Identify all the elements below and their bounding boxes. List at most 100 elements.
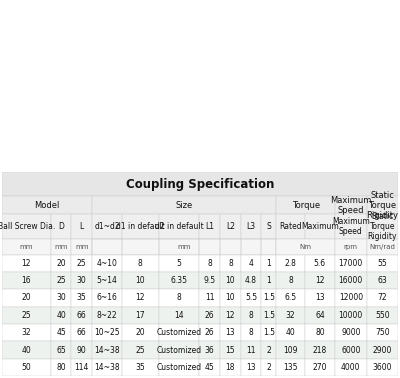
Text: Size: Size [176,201,193,210]
Text: Maximum
Speed: Maximum Speed [332,217,370,236]
Bar [220,214,241,239]
Bar [335,359,366,376]
Text: Static
Torque
Rigidity: Static Torque Rigidity [366,191,398,220]
Bar [241,359,261,376]
Bar [159,239,200,254]
Text: 25: 25 [77,259,86,268]
Text: 14~38: 14~38 [94,345,120,355]
Bar [241,341,261,359]
Text: mm: mm [54,244,68,249]
Bar [220,272,241,289]
Bar [2,214,51,239]
Text: D: D [58,222,64,231]
Text: 8~22: 8~22 [97,311,117,320]
Bar [92,196,276,214]
Bar [305,272,335,289]
Text: 114: 114 [74,363,89,372]
Bar [200,307,220,324]
Text: 45: 45 [56,328,66,337]
Text: 15: 15 [226,345,235,355]
Bar [366,324,398,341]
Bar [122,289,159,307]
Bar [261,359,276,376]
Bar [335,214,366,239]
Text: 6.5: 6.5 [284,293,297,302]
Bar [122,272,159,289]
Bar [261,289,276,307]
Text: L: L [80,222,84,231]
Text: 1.5: 1.5 [263,293,275,302]
Bar [276,307,305,324]
Bar [335,272,366,289]
Text: 8: 8 [207,259,212,268]
Bar [122,254,159,272]
Bar [2,289,51,307]
Bar [92,239,122,254]
Bar [261,272,276,289]
Text: 1.5: 1.5 [263,328,275,337]
Text: 1: 1 [266,276,271,285]
Bar [122,307,159,324]
Bar [200,272,220,289]
Text: 66: 66 [77,328,87,337]
Text: Customized: Customized [156,328,202,337]
Bar [366,254,398,272]
Text: 6~16: 6~16 [96,293,118,302]
Bar [51,214,72,239]
Text: 25: 25 [22,311,31,320]
Text: 6.35: 6.35 [171,276,188,285]
Bar [220,254,241,272]
Bar [241,307,261,324]
Bar [72,324,92,341]
Bar [366,359,398,376]
Text: Customized: Customized [156,345,202,355]
Bar [72,214,92,239]
Text: 65: 65 [56,345,66,355]
Text: 20: 20 [22,293,31,302]
Text: 80: 80 [315,328,325,337]
Text: 5: 5 [177,259,182,268]
Text: 8: 8 [288,276,293,285]
Text: 10: 10 [226,293,235,302]
Bar [92,289,122,307]
Bar [241,324,261,341]
Text: 2: 2 [266,345,271,355]
Bar [366,214,398,239]
Text: 12: 12 [226,311,235,320]
Bar [200,359,220,376]
Text: 5.5: 5.5 [245,293,257,302]
Text: 1.5: 1.5 [263,311,275,320]
Bar [92,341,122,359]
Text: Coupling Specification: Coupling Specification [126,178,274,191]
Bar [72,359,92,376]
Text: 4~10: 4~10 [96,259,118,268]
Text: 9000: 9000 [341,328,360,337]
Text: 10: 10 [226,276,235,285]
Bar [261,341,276,359]
Text: 2.8: 2.8 [285,259,296,268]
Text: 18: 18 [226,363,235,372]
Bar [276,196,335,214]
Text: 40: 40 [56,311,66,320]
Text: 750: 750 [375,328,390,337]
Bar [305,324,335,341]
Bar [276,214,305,239]
Text: L2: L2 [226,222,235,231]
Bar [335,289,366,307]
Bar [51,254,72,272]
Bar [220,341,241,359]
Bar [276,272,305,289]
Bar [72,289,92,307]
Bar [51,289,72,307]
Bar [92,272,122,289]
Text: L1: L1 [205,222,214,231]
Bar [366,307,398,324]
Text: 550: 550 [375,311,390,320]
Bar [305,307,335,324]
Bar [92,239,276,254]
Text: 32: 32 [22,328,31,337]
Bar [276,359,305,376]
Bar [2,359,51,376]
Text: rpm: rpm [344,244,358,249]
Bar [72,239,92,254]
